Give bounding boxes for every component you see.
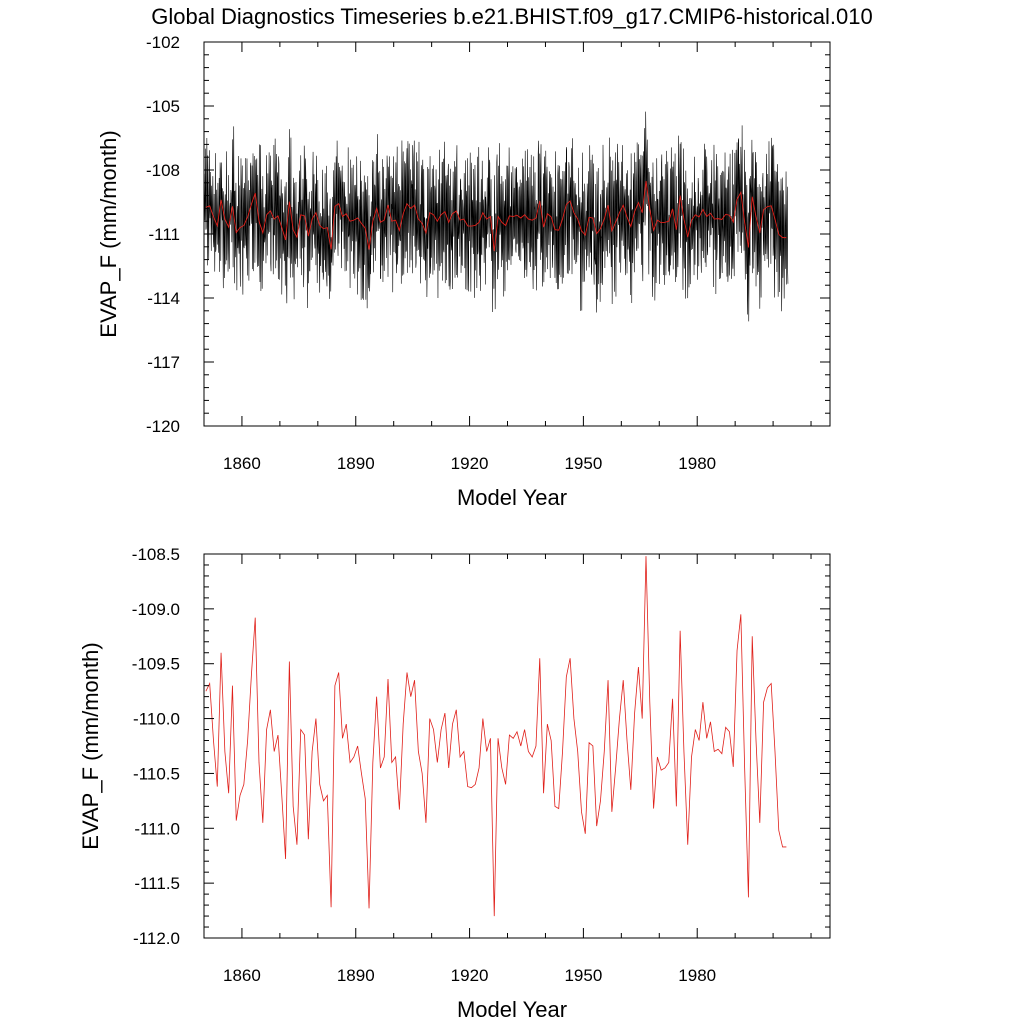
y-tick-label: -111.5 (134, 874, 180, 893)
series-line-monthly (203, 111, 789, 322)
y-tick-label: -112.0 (133, 929, 180, 948)
panel-annual-y-axis: -112.0 -111.5 -111.0 -110.5 -110.0 -109.5 -109… (132, 545, 830, 948)
panel-annual-frame (203, 553, 831, 939)
x-tick-label: 1920 (451, 966, 489, 985)
y-tick-label: -114 (147, 289, 180, 308)
series-line-annual-mean (205, 181, 787, 252)
y-tick-label: -111 (148, 225, 180, 244)
panel-monthly-x-axis: 1860 1890 1920 1950 1980 (203, 42, 812, 473)
panel-monthly-ylabel: EVAP_F (mm/month) (96, 130, 121, 337)
panel-monthly-y-axis: -120 -117 -114 -111 -108 -105 -102 (146, 33, 830, 436)
x-tick-label: 1890 (337, 454, 375, 473)
series-line-annual-mean (205, 556, 787, 917)
panel-annual: -112.0 -111.5 -111.0 -110.5 -110.0 -109.5 -109… (78, 545, 831, 1022)
y-tick-label: -108 (146, 161, 180, 180)
x-tick-label: 1980 (678, 966, 716, 985)
y-tick-label: -110.0 (133, 710, 180, 729)
panel-annual-x-axis: 1860 1890 1920 1950 1980 (203, 554, 812, 985)
panel-annual-series (205, 556, 787, 917)
y-tick-label: -111.0 (134, 819, 180, 838)
x-tick-label: 1860 (223, 966, 261, 985)
y-tick-label: -108.5 (132, 545, 180, 564)
x-tick-label: 1890 (337, 966, 375, 985)
x-tick-label: 1860 (223, 454, 261, 473)
panel-monthly-series (203, 111, 789, 322)
x-tick-label: 1950 (564, 454, 602, 473)
y-tick-label: -117 (147, 353, 180, 372)
panel-monthly: -120 -117 -114 -111 -108 -105 -102 1860 1890 192… (96, 33, 831, 510)
x-tick-label: 1950 (564, 966, 602, 985)
panel-monthly-xlabel: Model Year (457, 485, 567, 510)
panel-annual-ylabel: EVAP_F (mm/month) (78, 642, 103, 849)
y-tick-label: -105 (146, 97, 180, 116)
y-tick-label: -120 (146, 417, 180, 436)
y-tick-label: -109.5 (132, 655, 180, 674)
x-tick-label: 1920 (451, 454, 489, 473)
y-tick-label: -110.5 (133, 764, 180, 783)
panel-annual-xlabel: Model Year (457, 997, 567, 1022)
y-tick-label: -102 (146, 33, 180, 52)
x-tick-label: 1980 (678, 454, 716, 473)
y-tick-label: -109.0 (132, 600, 180, 619)
figure-title: Global Diagnostics Timeseries b.e21.BHIS… (151, 4, 872, 29)
